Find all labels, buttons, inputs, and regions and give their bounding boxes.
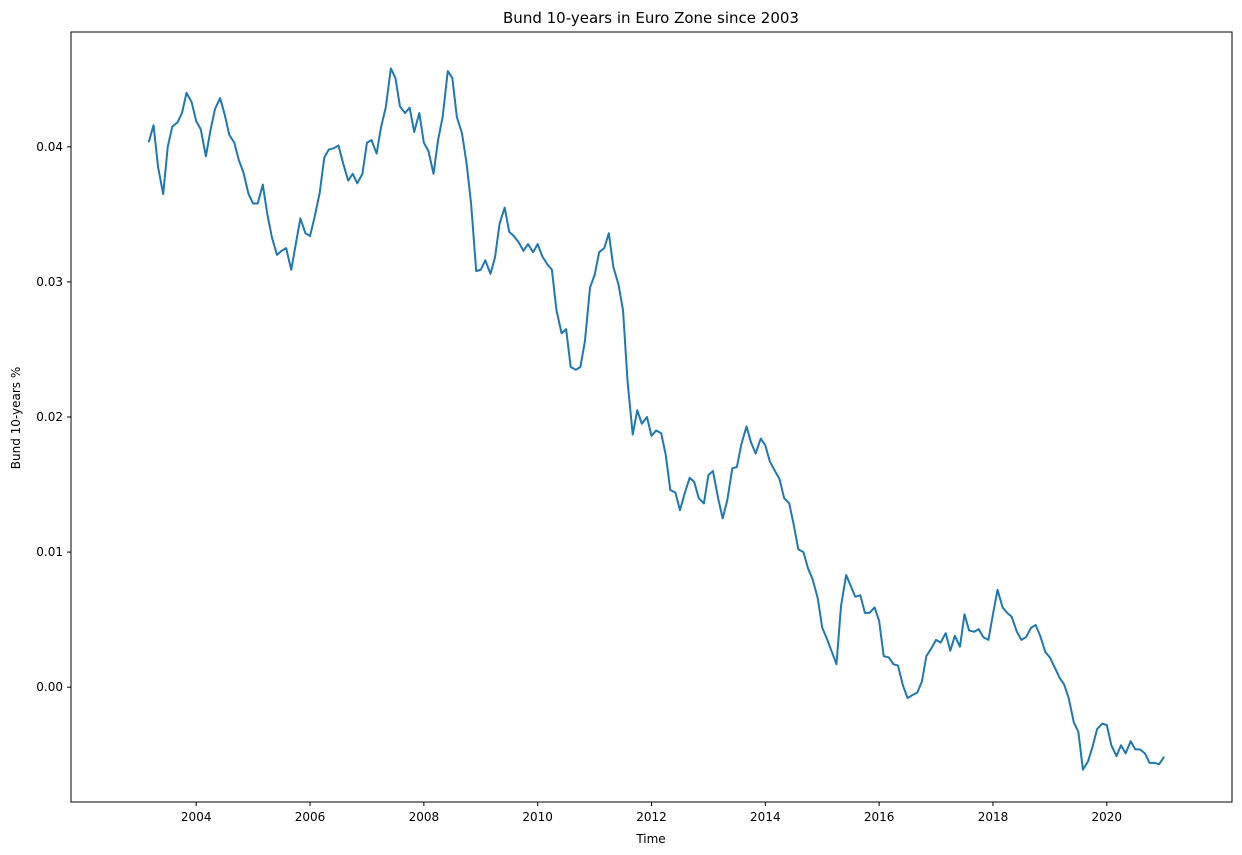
x-tick-label: 2006: [295, 810, 326, 824]
x-axis-label: Time: [635, 832, 665, 846]
x-tick-label: 2014: [750, 810, 781, 824]
series-line: [147, 67, 1165, 771]
plot-area: [147, 67, 1165, 771]
x-tick-label: 2016: [864, 810, 895, 824]
x-tick-label: 2008: [409, 810, 440, 824]
x-tick-label: 2004: [181, 810, 212, 824]
x-tick-label: 2012: [636, 810, 667, 824]
y-tick-label: 0.01: [36, 545, 63, 559]
x-axis: 2004 2006 2008 2010 2012 2014 2016 2018 2020: [181, 802, 1122, 824]
y-tick-label: 0.04: [36, 140, 63, 154]
y-tick-label: 0.03: [36, 275, 63, 289]
x-tick-label: 2010: [522, 810, 553, 824]
y-tick-label: 0.02: [36, 410, 63, 424]
x-tick-label: 2018: [978, 810, 1009, 824]
y-tick-label: 0.00: [36, 680, 63, 694]
chart-title: Bund 10-years in Euro Zone since 2003: [503, 9, 799, 27]
y-axis-label: Bund 10-years %: [9, 367, 23, 470]
y-axis: 0.00 0.01 0.02 0.03 0.04: [36, 140, 71, 694]
x-tick-label: 2020: [1092, 810, 1123, 824]
plot-frame: [70, 31, 1233, 803]
